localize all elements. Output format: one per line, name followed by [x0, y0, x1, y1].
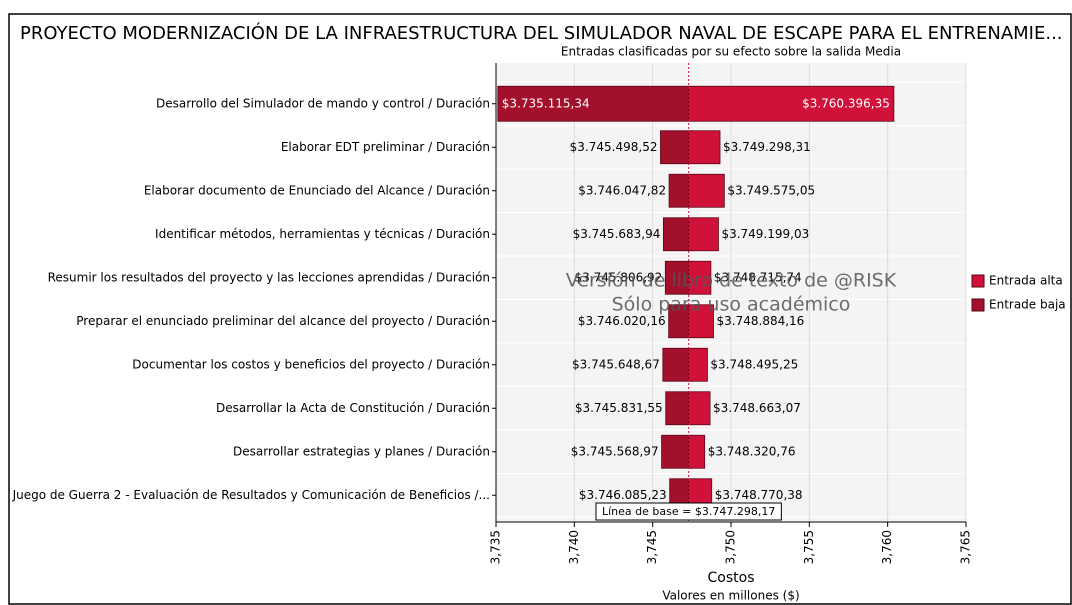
x-axis-label: Costos	[708, 570, 755, 586]
bar-high	[688, 173, 725, 208]
value-label: $3.748.663,07	[713, 401, 801, 415]
bar-high	[688, 304, 714, 339]
legend-swatch	[971, 274, 985, 288]
value-label: $3.746.047,82	[578, 183, 666, 197]
value-label: $3.760.396,35	[802, 96, 890, 110]
watermark: Sólo para uso académico	[612, 294, 851, 316]
category-label: Documentar los costos y beneficios del p…	[132, 357, 490, 371]
bar-high	[688, 434, 706, 469]
category-label: Resumir los resultados del proyecto y la…	[48, 270, 490, 284]
bar-low	[668, 173, 690, 208]
x-axis-sublabel: Valores en millones ($)	[662, 589, 799, 603]
x-tick-label: 3,755	[802, 530, 816, 564]
category-label: Identificar métodos, herramientas y técn…	[155, 227, 490, 241]
bar-high	[688, 217, 719, 252]
bar-high	[688, 260, 712, 295]
category-label: Desarrollar la Acta de Constitución / Du…	[216, 401, 490, 415]
x-tick-label: 3,745	[645, 530, 659, 564]
value-label: $3.748.884,16	[717, 314, 805, 328]
value-label: $3.748.770,38	[715, 488, 803, 502]
chart-subtitle: Entradas clasificadas por su efecto sobr…	[561, 45, 901, 59]
value-label: $3.745.683,94	[573, 227, 661, 241]
bar-low	[661, 434, 690, 469]
category-label: Elaborar documento de Enunciado del Alca…	[144, 183, 490, 197]
bar-high	[688, 391, 711, 426]
value-label: $3.745.648,67	[572, 357, 660, 371]
bar-low	[662, 217, 690, 252]
category-label: Preparar el enunciado preliminar del alc…	[76, 314, 490, 328]
watermark: Versión de libro de texto de @RISK	[566, 270, 897, 292]
value-label: $3.735.115,34	[502, 96, 590, 110]
value-label: $3.745.498,52	[570, 140, 658, 154]
category-label: Desarrollo del Simulador de mando y cont…	[156, 96, 490, 110]
legend-swatch	[971, 298, 985, 312]
x-tick-label: 3,760	[880, 530, 894, 564]
baseline-box	[595, 502, 782, 521]
value-label: $3.748.715,74	[714, 270, 802, 284]
category-label: Juego de Guerra 2 - Evaluación de Result…	[12, 488, 490, 502]
bar-high	[688, 347, 708, 382]
value-label: $3.749.199,03	[721, 227, 809, 241]
frame	[8, 13, 1072, 605]
x-tick-label: 3,735	[489, 530, 503, 564]
baseline-label: Línea de base = $3.747.298,17	[602, 505, 775, 518]
bar-low	[665, 391, 690, 426]
value-label: $3.746.085,23	[579, 488, 667, 502]
value-label: $3.745.806,92	[575, 270, 663, 284]
value-label: $3.748.495,25	[710, 357, 798, 371]
legend-label: Entrada alta	[989, 274, 1063, 288]
chart-title: PROYECTO MODERNIZACIÓN DE LA INFRAESTRUC…	[20, 22, 1063, 44]
value-label: $3.748.320,76	[708, 444, 796, 458]
value-label: $3.749.575,05	[727, 183, 815, 197]
x-tick-label: 3,750	[724, 530, 738, 564]
bar-low	[662, 347, 690, 382]
bar-low	[660, 130, 690, 165]
value-label: $3.749.298,31	[723, 140, 811, 154]
value-label: $3.746.020,16	[578, 314, 666, 328]
x-tick-label: 3,765	[959, 530, 973, 564]
category-label: Desarrollar estrategias y planes / Durac…	[233, 444, 490, 458]
bar-low	[497, 85, 690, 122]
bar-high	[688, 130, 721, 165]
value-label: $3.745.568,97	[571, 444, 659, 458]
value-label: $3.745.831,55	[575, 401, 663, 415]
bar-high	[688, 85, 895, 122]
legend-label: Entrade baja	[989, 298, 1066, 312]
category-label: Elaborar EDT preliminar / Duración	[281, 140, 490, 154]
x-tick-label: 3,740	[567, 530, 581, 564]
